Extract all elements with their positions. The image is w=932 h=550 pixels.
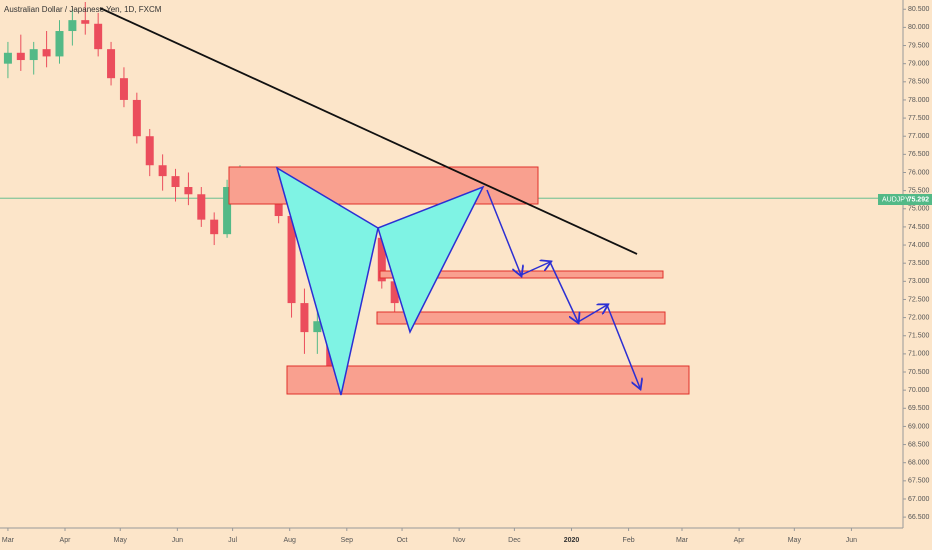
- y-tick-label: 68.000: [908, 460, 930, 467]
- last-price-tag: [878, 194, 932, 205]
- candle-body: [55, 31, 64, 57]
- zone: [228, 166, 539, 205]
- x-tick-label: Apr: [60, 537, 72, 544]
- candle-body: [313, 321, 322, 333]
- candle-body: [287, 216, 296, 304]
- candle-body: [16, 52, 25, 61]
- candle-body: [132, 99, 141, 137]
- candle-body: [119, 78, 128, 100]
- candle-body: [223, 187, 232, 235]
- chart-title: Australian Dollar / Japanese Yen, 1D, FX…: [4, 5, 162, 14]
- x-tick-label: Nov: [453, 537, 466, 544]
- candle-body: [81, 20, 90, 24]
- x-tick-label: Jun: [846, 537, 857, 544]
- x-tick-label: May: [788, 537, 802, 544]
- candle-body: [29, 49, 38, 61]
- y-tick-label: 80.500: [908, 6, 930, 13]
- y-tick-label: 72.000: [908, 314, 930, 321]
- candle-body: [94, 23, 103, 50]
- y-tick-label: 78.500: [908, 79, 930, 86]
- candle-body: [145, 136, 154, 166]
- y-tick-label: 80.000: [908, 24, 930, 31]
- x-tick-label: Dec: [508, 537, 521, 544]
- y-tick-label: 69.000: [908, 423, 930, 430]
- x-tick-label: Apr: [734, 537, 746, 544]
- candle-body: [158, 165, 167, 177]
- y-tick-label: 75.500: [908, 187, 930, 194]
- y-tick-label: 73.000: [908, 278, 930, 285]
- x-tick-label: Feb: [623, 537, 635, 544]
- x-tick-label: Mar: [2, 537, 15, 544]
- candle-body: [390, 281, 399, 304]
- x-tick-label: Oct: [397, 537, 408, 544]
- y-tick-label: 79.500: [908, 42, 930, 49]
- x-tick-label: Sep: [341, 537, 354, 544]
- y-tick-label: 70.500: [908, 369, 930, 376]
- y-tick-label: 74.000: [908, 242, 930, 249]
- candle-body: [300, 303, 309, 333]
- candle-body: [107, 49, 116, 79]
- x-tick-label: Jul: [228, 537, 237, 544]
- y-tick-label: 74.500: [908, 224, 930, 231]
- y-tick-label: 72.500: [908, 296, 930, 303]
- candle-body: [197, 194, 206, 220]
- last-price-label: 75.292: [908, 196, 930, 203]
- zone: [286, 365, 690, 395]
- y-tick-label: 71.000: [908, 351, 930, 358]
- y-tick-label: 76.000: [908, 169, 930, 176]
- x-tick-label: Mar: [676, 537, 689, 544]
- y-tick-label: 77.000: [908, 133, 930, 140]
- zone: [376, 311, 666, 325]
- y-tick-label: 79.000: [908, 61, 930, 68]
- symbol-label: AUDJPY: [882, 196, 910, 203]
- projection-arrow: [606, 304, 640, 388]
- trendline: [99, 7, 638, 255]
- candle-body: [3, 52, 12, 64]
- projection-arrow: [577, 305, 607, 323]
- y-tick-label: 78.000: [908, 97, 930, 104]
- x-tick-label: Aug: [283, 537, 296, 544]
- y-tick-label: 77.500: [908, 115, 930, 122]
- x-tick-label: 2020: [564, 537, 580, 544]
- y-tick-label: 67.000: [908, 496, 930, 503]
- projection-arrow: [549, 261, 578, 322]
- candle-body: [42, 49, 51, 57]
- y-tick-label: 68.500: [908, 441, 930, 448]
- candle-body: [210, 219, 219, 235]
- projection-arrow: [520, 262, 550, 276]
- candle-body: [377, 237, 386, 282]
- y-tick-label: 75.000: [908, 206, 930, 213]
- y-tick-label: 66.500: [908, 514, 930, 521]
- candles: [3, 2, 464, 391]
- y-tick-label: 69.500: [908, 405, 930, 412]
- y-tick-label: 73.500: [908, 260, 930, 267]
- pattern-leg: [275, 166, 379, 396]
- y-tick-label: 70.000: [908, 387, 930, 394]
- x-tick-label: Jun: [172, 537, 183, 544]
- pattern-leg: [377, 185, 485, 335]
- candle-body: [184, 187, 193, 195]
- y-tick-label: 71.500: [908, 333, 930, 340]
- projection-arrow: [486, 189, 521, 275]
- drawings: [99, 7, 690, 396]
- candle-body: [68, 20, 77, 32]
- y-tick-label: 67.500: [908, 478, 930, 485]
- candle-body: [171, 176, 180, 188]
- y-tick-label: 76.500: [908, 151, 930, 158]
- x-tick-label: May: [114, 537, 128, 544]
